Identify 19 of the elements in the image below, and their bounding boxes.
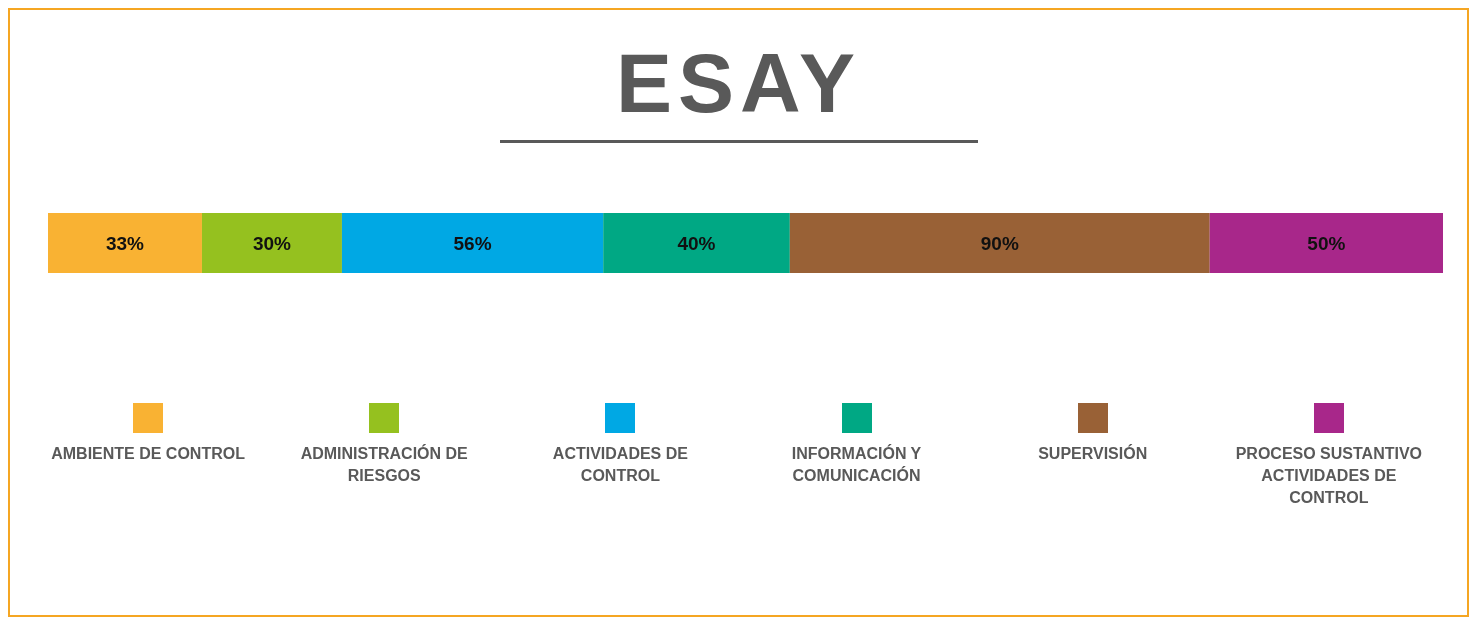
bar bbox=[789, 213, 1210, 273]
bar bbox=[48, 213, 202, 273]
chart-title: ESAY bbox=[614, 36, 862, 130]
bar bbox=[603, 213, 790, 273]
data-label: 50% bbox=[1307, 232, 1346, 254]
data-label: 30% bbox=[252, 232, 292, 254]
legend-label: AMBIENTE DE CONTROL bbox=[51, 444, 245, 464]
legend-label: INFORMACIÓN Y COMUNICACIÓN bbox=[790, 443, 923, 486]
legend-label: SUPERVISIÓN bbox=[1038, 443, 1148, 464]
bar bbox=[201, 213, 342, 273]
legend-label: PROCESO SUSTANTIVO ACTIVIDADES DE CONTROL bbox=[1234, 444, 1424, 508]
data-label: 90% bbox=[980, 232, 1019, 254]
legend-label: ADMINISTRACIÓN DE RIESGOS bbox=[299, 443, 469, 486]
legend-label: ACTIVIDADES DE CONTROL bbox=[551, 444, 689, 486]
bar bbox=[1209, 213, 1443, 273]
bar bbox=[341, 213, 604, 273]
data-label: 40% bbox=[677, 232, 716, 254]
data-label: 56% bbox=[453, 232, 492, 254]
data-label: 33% bbox=[105, 232, 145, 254]
